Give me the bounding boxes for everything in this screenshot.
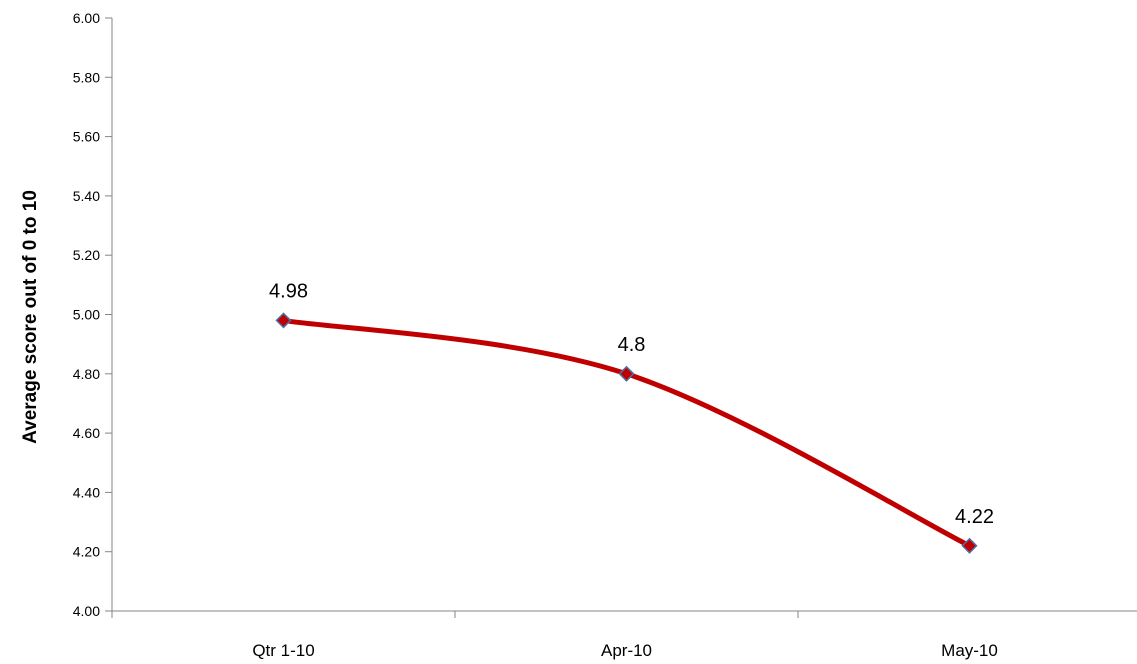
data-point-marker (961, 537, 978, 554)
x-axis-ticks: Qtr 1-10 Apr-10 May-10 (111, 611, 998, 660)
markers-group (275, 312, 978, 554)
y-tick-label: 5.40 (73, 188, 100, 204)
y-tick-label: 5.80 (73, 69, 100, 85)
y-tick-label: 5.60 (73, 129, 100, 145)
y-tick-label: 4.80 (73, 366, 100, 382)
y-tick-label: 4.40 (73, 484, 100, 500)
x-tick-label: Qtr 1-10 (252, 641, 314, 660)
x-tick-label: May-10 (941, 641, 998, 660)
y-axis-ticks: 4.00 4.20 4.40 4.60 4.80 5.00 5.20 5.40 5.60 5.80… (73, 10, 112, 619)
y-tick-label: 5.20 (73, 247, 100, 263)
x-tick-label: Apr-10 (601, 641, 652, 660)
y-axis-title: Average score out of 0 to 10 (20, 190, 41, 444)
y-tick-label: 4.20 (73, 544, 100, 560)
y-axis-title-group: Average score out of 0 to 10 (20, 190, 41, 444)
y-tick-label: 5.00 (73, 307, 100, 323)
data-label: 4.22 (955, 506, 994, 528)
data-point-marker (275, 312, 292, 329)
y-tick-label: 4.60 (73, 425, 100, 441)
y-tick-label: 4.00 (73, 603, 100, 619)
data-point-marker (618, 365, 635, 382)
data-labels-group: 4.98 4.8 4.22 (269, 280, 994, 527)
data-label: 4.8 (618, 334, 646, 356)
data-label: 4.98 (269, 280, 308, 302)
y-tick-label: 6.00 (73, 10, 100, 26)
